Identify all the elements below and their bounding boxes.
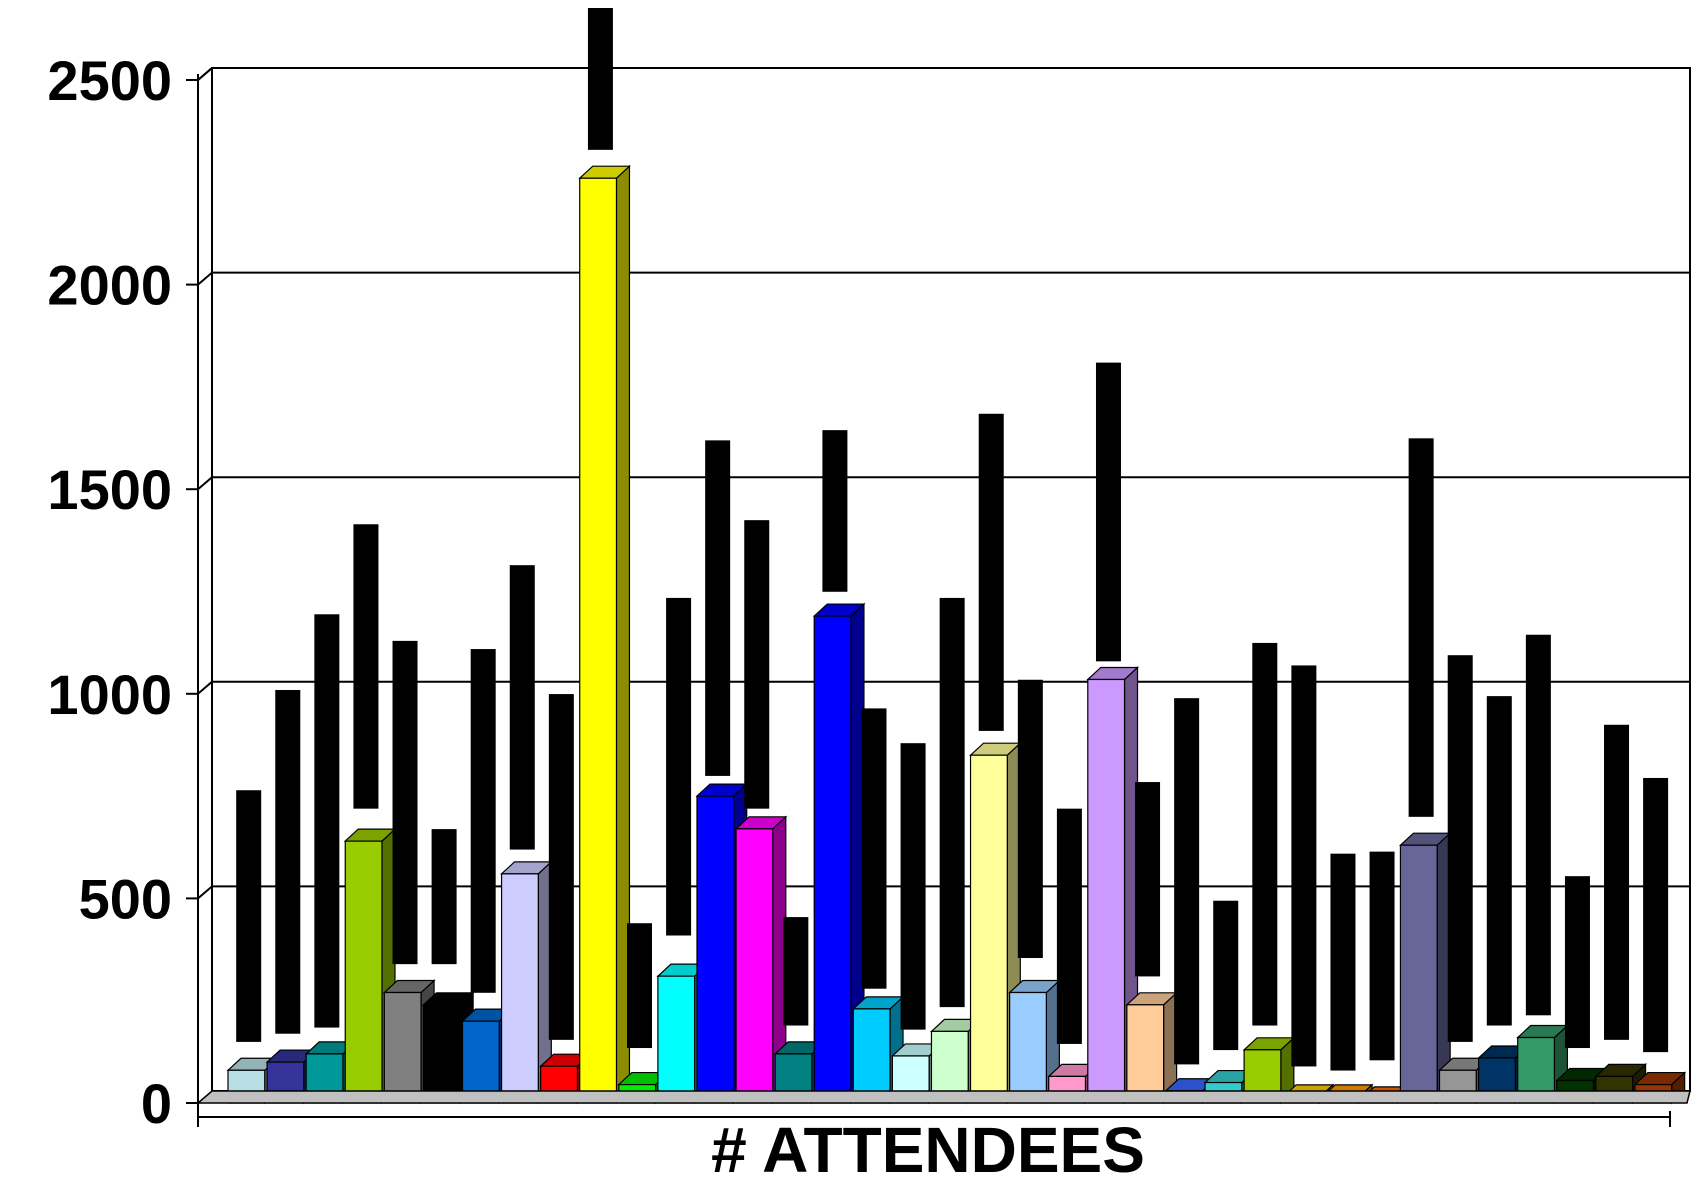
bar-front [852, 1008, 891, 1104]
range-bar [236, 790, 262, 1042]
range-bar [1330, 853, 1356, 1071]
bar-front [1126, 1004, 1165, 1104]
range-bar [1564, 876, 1590, 1049]
bar-front [1009, 991, 1047, 1104]
bar [1086, 666, 1140, 1105]
range-bar [1643, 777, 1669, 1053]
gridline [197, 680, 1690, 695]
bar-front [657, 975, 696, 1104]
range-bar [1291, 665, 1317, 1067]
range-bar [705, 440, 731, 776]
bar-front [344, 840, 383, 1104]
range-bar [1252, 642, 1278, 1026]
y-tick-label: 2000 [47, 254, 172, 317]
gridlines [197, 67, 1690, 900]
range-bar [1408, 438, 1434, 817]
range-bar [1486, 696, 1512, 1026]
range-bar [978, 413, 1004, 731]
range-bar [509, 565, 535, 850]
range-bar [822, 430, 848, 592]
range-bar [548, 694, 574, 1040]
range-bar [392, 640, 418, 965]
y-tick-label: 500 [79, 867, 172, 930]
range-bar [783, 917, 809, 1026]
y-tick-label: 1000 [47, 663, 172, 726]
range-bar [1056, 808, 1082, 1044]
range-bar [314, 614, 340, 1028]
bar-front [461, 1020, 500, 1104]
gridline [197, 271, 1690, 286]
chart-floor [195, 1090, 1691, 1127]
gridline [197, 476, 1690, 490]
range-bar [431, 829, 457, 965]
y-axis-ticks: 0 500 1000 1500 2000 2500 [47, 49, 199, 1135]
y-tick-label: 1500 [47, 458, 172, 521]
bar-front [579, 177, 618, 1104]
range-bar [627, 923, 653, 1049]
range-bar [900, 743, 926, 1030]
bar-front [969, 754, 1008, 1104]
x-axis-title: # ATTENDEES [711, 1114, 1145, 1186]
bar [500, 860, 553, 1105]
range-bar [275, 689, 301, 1034]
range-bar [587, 8, 613, 150]
bar [734, 815, 788, 1105]
range-bar [1525, 634, 1551, 1016]
range-bar [1447, 655, 1473, 1042]
range-bar [1604, 724, 1630, 1040]
range-bar [666, 597, 692, 936]
range-bar [1174, 698, 1200, 1065]
range-bar [1213, 900, 1239, 1051]
range-bar [1095, 362, 1121, 662]
range-bar [1135, 782, 1161, 977]
bar-front [735, 828, 774, 1104]
bar [1398, 831, 1452, 1105]
range-bar [470, 649, 496, 993]
bar [1125, 991, 1179, 1105]
bar-front [813, 615, 852, 1104]
gridline [197, 67, 1690, 81]
bar [578, 164, 632, 1105]
range-bar [744, 520, 770, 809]
range-bar [1369, 851, 1395, 1061]
range-bar [861, 708, 887, 989]
bar [343, 827, 397, 1105]
bar-front [1399, 844, 1438, 1104]
range-bar [1017, 679, 1043, 959]
bar-front [500, 873, 539, 1104]
floor-plane [195, 1090, 1691, 1104]
y-tick-label: 0 [141, 1072, 172, 1135]
bar-front [696, 795, 735, 1104]
bar-front [383, 991, 422, 1104]
range-bar [939, 597, 965, 1008]
bar-front [1087, 678, 1126, 1104]
bar-front [422, 1004, 461, 1104]
y-tick-label: 2500 [47, 49, 172, 112]
range-bar [353, 524, 379, 809]
